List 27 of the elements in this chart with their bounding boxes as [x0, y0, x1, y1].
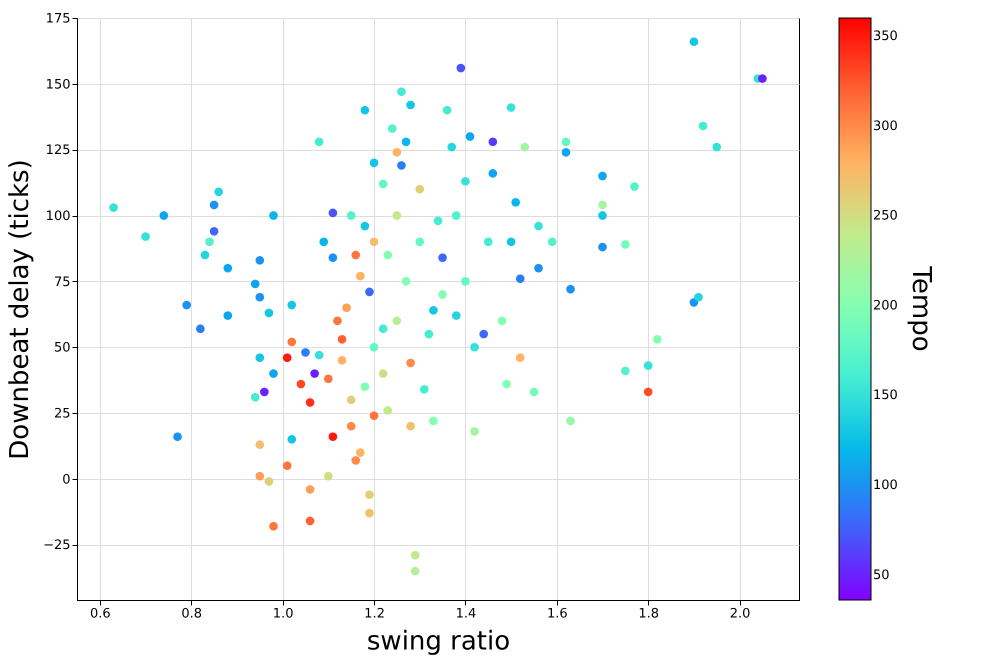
- y-tick-label: 100: [46, 209, 70, 224]
- color-bar-title: Tempo: [906, 265, 936, 352]
- y-tick-label: 25: [54, 406, 70, 422]
- y-tick-label: −25: [43, 538, 70, 554]
- y-tick-label: 150: [46, 77, 70, 92]
- color-bar-label: 200: [873, 298, 898, 314]
- x-tick-label: 1.8: [638, 606, 660, 622]
- y-tick-label: 175: [46, 12, 70, 26]
- color-bar-label: 100: [873, 478, 898, 494]
- y-axis-title: Downbeat delay (ticks): [5, 159, 36, 460]
- color-bar-label: 250: [873, 208, 898, 224]
- color-bar-label: 150: [873, 388, 898, 404]
- x-tick-label: 1.6: [546, 606, 568, 622]
- y-tick-label: 50: [54, 340, 70, 356]
- color-bar-label: 300: [873, 118, 898, 134]
- x-tick-label: 2.0: [730, 606, 750, 622]
- y-tick-label: 125: [46, 143, 70, 158]
- x-tick-label: 1.0: [272, 606, 294, 622]
- x-tick-label: 1.4: [456, 606, 476, 622]
- y-tick-label: 0: [62, 472, 70, 488]
- x-tick-label: 1.2: [364, 606, 385, 622]
- x-tick-label: 0.6: [90, 606, 111, 622]
- x-axis-title: swing ratio: [366, 626, 510, 656]
- color-bar-label: 350: [873, 28, 898, 44]
- x-tick-label: 0.8: [181, 606, 202, 622]
- y-tick-label: 75: [54, 274, 70, 290]
- color-bar-label: 50: [873, 568, 890, 583]
